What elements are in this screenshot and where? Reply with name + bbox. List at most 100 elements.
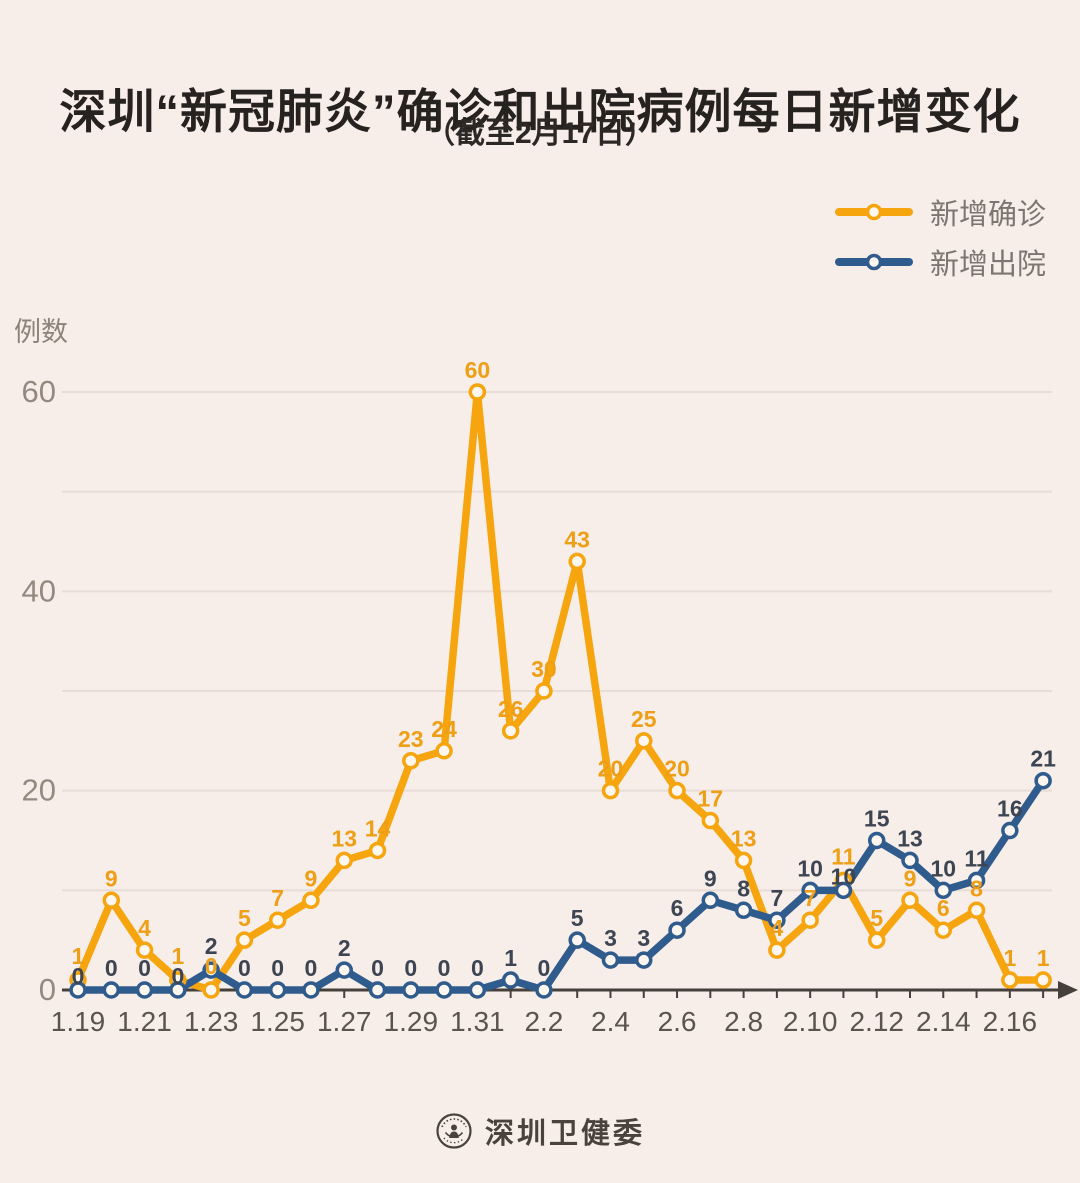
data-point-confirmed xyxy=(1001,971,1019,989)
data-label-confirmed: 7 xyxy=(271,885,284,911)
data-point-confirmed xyxy=(135,941,154,959)
data-label-discharged: 3 xyxy=(637,925,650,951)
data-label-discharged: 0 xyxy=(404,955,417,981)
data-point-discharged xyxy=(701,891,720,910)
legend-dot-discharged xyxy=(865,253,883,271)
data-point-confirmed xyxy=(302,891,320,910)
data-label-confirmed: 0 xyxy=(205,953,218,979)
data-label-confirmed: 43 xyxy=(564,526,590,552)
data-label-confirmed: 1 xyxy=(72,943,85,969)
data-point-confirmed xyxy=(901,891,919,910)
y-tick-label: 40 xyxy=(22,573,56,608)
data-point-confirmed xyxy=(801,911,819,929)
data-label-confirmed: 6 xyxy=(937,895,950,921)
data-point-confirmed xyxy=(601,781,620,800)
data-label-discharged: 0 xyxy=(538,955,551,981)
data-point-discharged xyxy=(202,961,220,979)
x-tick-label: 2.2 xyxy=(524,1006,563,1037)
legend-label-discharged: 新增出院 xyxy=(929,249,1046,281)
data-label-confirmed: 9 xyxy=(105,865,118,891)
data-label-discharged: 3 xyxy=(604,925,617,951)
y-tick-label: 60 xyxy=(22,374,56,409)
data-point-discharged xyxy=(102,981,121,999)
legend-item-discharged: 新增出院 xyxy=(834,240,1046,284)
data-label-discharged: 0 xyxy=(105,955,118,981)
data-label-discharged: 0 xyxy=(238,955,251,981)
data-point-confirmed xyxy=(635,732,653,750)
y-tick-label: 0 xyxy=(39,972,56,1007)
data-point-discharged xyxy=(535,981,553,999)
x-tick-label: 2.16 xyxy=(983,1006,1038,1037)
data-point-confirmed xyxy=(402,752,420,770)
data-point-discharged xyxy=(934,881,953,900)
data-point-discharged xyxy=(135,981,154,999)
data-point-discharged xyxy=(901,851,919,870)
data-label-confirmed: 20 xyxy=(664,756,690,782)
x-tick-label: 1.31 xyxy=(450,1006,505,1037)
data-point-discharged xyxy=(468,981,487,999)
data-point-discharged xyxy=(801,881,819,900)
data-point-discharged xyxy=(435,981,453,999)
data-label-confirmed: 4 xyxy=(138,915,151,941)
data-label-confirmed: 1 xyxy=(171,943,184,969)
data-point-discharged xyxy=(335,961,353,979)
data-label-confirmed: 4 xyxy=(770,915,783,941)
data-label-discharged: 0 xyxy=(72,963,85,989)
data-point-discharged xyxy=(302,981,320,999)
data-label-discharged: 11 xyxy=(964,845,989,871)
data-point-confirmed xyxy=(934,921,953,939)
data-point-discharged xyxy=(734,901,753,920)
data-point-confirmed xyxy=(535,682,553,700)
data-label-discharged: 15 xyxy=(864,805,890,831)
x-tick-label: 1.19 xyxy=(51,1006,106,1037)
data-label-discharged: 0 xyxy=(305,955,318,981)
y-tick-label: 20 xyxy=(22,773,56,808)
data-label-confirmed: 23 xyxy=(398,726,424,752)
chart-legend: 新增确诊 新增出院 xyxy=(834,190,1046,284)
legend-swatch-discharged-icon xyxy=(834,253,913,271)
data-label-discharged: 0 xyxy=(138,955,151,981)
data-point-confirmed xyxy=(268,911,287,929)
data-label-discharged: 13 xyxy=(897,825,923,851)
x-tick-label: 1.21 xyxy=(117,1006,172,1037)
data-label-discharged: 0 xyxy=(171,963,184,989)
x-tick-label: 2.14 xyxy=(916,1006,971,1037)
legend-dot-confirmed xyxy=(865,203,883,221)
data-point-confirmed xyxy=(967,901,986,920)
data-label-discharged: 2 xyxy=(205,933,218,959)
data-point-discharged xyxy=(834,881,853,900)
data-point-discharged xyxy=(169,981,187,999)
x-tick-label: 2.6 xyxy=(658,1006,697,1037)
data-point-discharged xyxy=(1001,821,1019,840)
data-point-confirmed xyxy=(468,383,487,401)
y-axis-title: 例数 xyxy=(14,317,68,347)
data-label-confirmed: 26 xyxy=(498,696,524,722)
data-label-confirmed: 14 xyxy=(365,815,391,841)
health-commission-logo-icon xyxy=(436,1113,472,1149)
data-label-discharged: 9 xyxy=(704,865,717,891)
data-point-confirmed xyxy=(202,981,220,999)
data-label-confirmed: 5 xyxy=(870,905,883,931)
data-point-confirmed xyxy=(1034,971,1052,989)
data-label-discharged: 0 xyxy=(371,955,384,981)
data-point-confirmed xyxy=(768,941,786,959)
data-point-discharged xyxy=(501,971,520,989)
data-point-confirmed xyxy=(335,851,353,870)
data-label-discharged: 10 xyxy=(930,855,956,881)
x-tick-label: 2.12 xyxy=(849,1006,904,1037)
data-point-confirmed xyxy=(102,891,121,910)
data-point-discharged xyxy=(1034,771,1052,790)
data-label-confirmed: 9 xyxy=(904,865,917,891)
data-point-confirmed xyxy=(734,851,753,870)
data-point-discharged xyxy=(402,981,420,999)
data-point-discharged xyxy=(668,921,686,939)
data-label-confirmed: 17 xyxy=(698,786,724,812)
data-label-discharged: 6 xyxy=(671,895,684,921)
data-point-discharged xyxy=(601,951,620,969)
data-point-discharged xyxy=(867,831,886,850)
x-tick-label: 2.8 xyxy=(724,1006,763,1037)
data-label-discharged: 1 xyxy=(504,945,517,971)
data-point-confirmed xyxy=(568,552,586,571)
data-label-discharged: 10 xyxy=(797,855,823,881)
